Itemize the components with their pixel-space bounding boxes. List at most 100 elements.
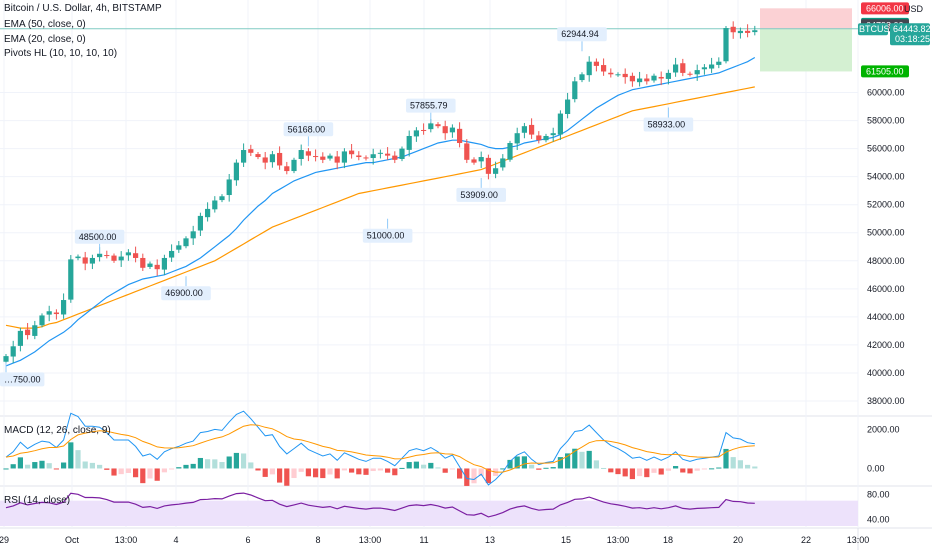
candle-body <box>32 325 38 336</box>
candle-body <box>97 253 103 258</box>
macd-histogram-bar <box>507 459 513 469</box>
candle-body <box>550 133 556 136</box>
x-tick-label: 8 <box>315 535 320 545</box>
x-tick-label: 20 <box>733 535 743 545</box>
macd-histogram-bar <box>543 467 549 469</box>
pivot-box <box>456 187 506 202</box>
macd-histogram-bar <box>651 468 657 473</box>
y-tick-label: 44000.00 <box>867 312 905 322</box>
candle-body <box>226 179 232 196</box>
time-axis[interactable]: 29 Oct 13:00 4 6 8 13:00 11 13 15 13:00 18 20 22 13:00 <box>0 535 869 545</box>
macd-histogram-bar <box>17 457 23 469</box>
candle-body <box>644 78 650 82</box>
rsi-line <box>5 492 755 518</box>
candle-body <box>334 156 340 163</box>
macd-histogram-bar <box>3 468 9 470</box>
x-tick-label: 13 <box>485 535 495 545</box>
macd-histogram-bar <box>500 468 506 470</box>
candle-body <box>118 256 124 261</box>
candle-body <box>233 162 239 181</box>
candle-body <box>413 130 419 137</box>
macd-histogram-bar <box>190 463 196 469</box>
candle-body <box>392 155 398 160</box>
pivot-box <box>362 228 413 243</box>
macd-histogram-bar <box>449 468 455 470</box>
x-tick-label: 6 <box>245 535 250 545</box>
candle-body <box>500 158 506 168</box>
pivots-legend[interactable]: Pivots HL (10, 10, 10, 10) <box>4 48 118 59</box>
candle-body <box>608 72 614 75</box>
candle-body <box>521 126 527 133</box>
pivot-label: …750.00 <box>4 374 41 384</box>
x-tick-label: 13:00 <box>847 535 870 545</box>
macd-histogram-bar <box>615 468 621 475</box>
macd-histogram-bar <box>82 461 88 469</box>
rsi-tick-label: 80.00 <box>867 489 890 499</box>
candle-body <box>572 81 578 100</box>
macd-histogram-bar <box>313 468 319 478</box>
macd-histogram-bar <box>680 468 686 473</box>
x-tick-label: 13:00 <box>607 535 630 545</box>
pivot-box <box>74 229 125 244</box>
ema50-legend[interactable]: EMA (50, close, 0) <box>4 19 86 30</box>
countdown: 03:18:25 <box>895 34 930 44</box>
x-tick-label: 13:00 <box>115 535 138 545</box>
candle-body <box>349 150 355 155</box>
candle-body <box>356 155 362 158</box>
macd-histogram-bar <box>608 468 614 473</box>
macd-histogram-bar <box>61 462 67 469</box>
macd-histogram-bar <box>233 452 239 469</box>
pivot-label: 51000.00 <box>367 231 405 241</box>
macd-legend[interactable]: MACD (12, 26, close, 9) <box>4 425 111 436</box>
macd-histogram-bar <box>593 460 599 469</box>
candle-body <box>557 113 563 135</box>
rsi-legend[interactable]: RSI (14, close) <box>4 495 71 506</box>
macd-histogram-bar <box>421 464 427 469</box>
macd-histogram-bar <box>356 468 362 475</box>
candle-body <box>723 28 729 62</box>
stop-badge-bg <box>861 2 909 15</box>
macd-histogram-bar <box>557 457 563 469</box>
candle-body <box>190 231 196 239</box>
take-profit-zone <box>760 28 852 72</box>
candle-body <box>709 64 715 69</box>
macd-histogram-bar <box>104 468 110 470</box>
macd-histogram-bar <box>349 468 355 473</box>
x-tick-label: 29 <box>0 535 9 545</box>
candle-body <box>291 159 297 172</box>
macd-histogram-bar <box>529 464 535 469</box>
target-badge-bg <box>861 65 909 78</box>
macd-histogram-bar <box>212 459 218 469</box>
candle-body <box>61 300 67 315</box>
candle-body <box>133 253 139 258</box>
candle-body <box>147 263 153 267</box>
y-tick-label: 56000.00 <box>867 144 905 154</box>
candle-body <box>428 123 434 130</box>
candle-body <box>205 208 211 218</box>
macd-histogram-bar <box>752 466 758 469</box>
macd-histogram-bar <box>183 464 189 469</box>
pivot-box <box>557 27 607 42</box>
macd-histogram-bar <box>262 468 268 477</box>
price-axis[interactable]: 60000.00 58000.00 56000.00 54000.00 52000.00… <box>867 88 905 525</box>
candle-body <box>694 70 700 75</box>
candle-body <box>745 30 751 33</box>
ema20-legend[interactable]: EMA (20, close, 0) <box>4 34 86 45</box>
candle-body <box>125 252 131 256</box>
macd-histogram-bar <box>399 467 405 469</box>
x-tick-label: 4 <box>173 535 178 545</box>
candle-body <box>665 72 671 79</box>
candle-body <box>730 26 736 33</box>
candles <box>3 21 758 364</box>
macd-histogram-bar <box>471 468 477 484</box>
y-tick-label: 42000.00 <box>867 340 905 350</box>
macd-histogram-bar <box>435 467 441 469</box>
candle-body <box>212 200 218 210</box>
macd-histogram-bar <box>269 468 275 475</box>
macd-histogram-bar <box>291 468 297 479</box>
y-tick-label: 50000.00 <box>867 228 905 238</box>
y-tick-label: 58000.00 <box>867 116 905 126</box>
pivot-label: 62944.94 <box>561 29 599 39</box>
ema20-line <box>5 56 756 367</box>
